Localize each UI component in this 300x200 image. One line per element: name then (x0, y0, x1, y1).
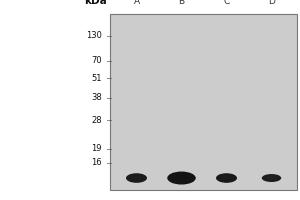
Ellipse shape (167, 172, 196, 185)
Ellipse shape (262, 174, 281, 182)
Text: D: D (268, 0, 275, 6)
Text: 70: 70 (92, 56, 102, 65)
Ellipse shape (267, 176, 276, 179)
Ellipse shape (126, 173, 147, 183)
Ellipse shape (216, 173, 237, 183)
Ellipse shape (174, 175, 189, 179)
Text: 19: 19 (92, 144, 102, 153)
Text: A: A (134, 0, 140, 6)
Text: C: C (224, 0, 230, 6)
Text: 51: 51 (92, 74, 102, 83)
Text: kDa: kDa (84, 0, 106, 6)
Bar (110, 14, 297, 190)
Text: 28: 28 (92, 116, 102, 125)
Text: 16: 16 (92, 158, 102, 167)
Text: 130: 130 (86, 31, 102, 40)
Ellipse shape (221, 176, 232, 179)
Ellipse shape (131, 176, 142, 179)
Text: 38: 38 (91, 93, 102, 102)
Text: B: B (178, 0, 184, 6)
